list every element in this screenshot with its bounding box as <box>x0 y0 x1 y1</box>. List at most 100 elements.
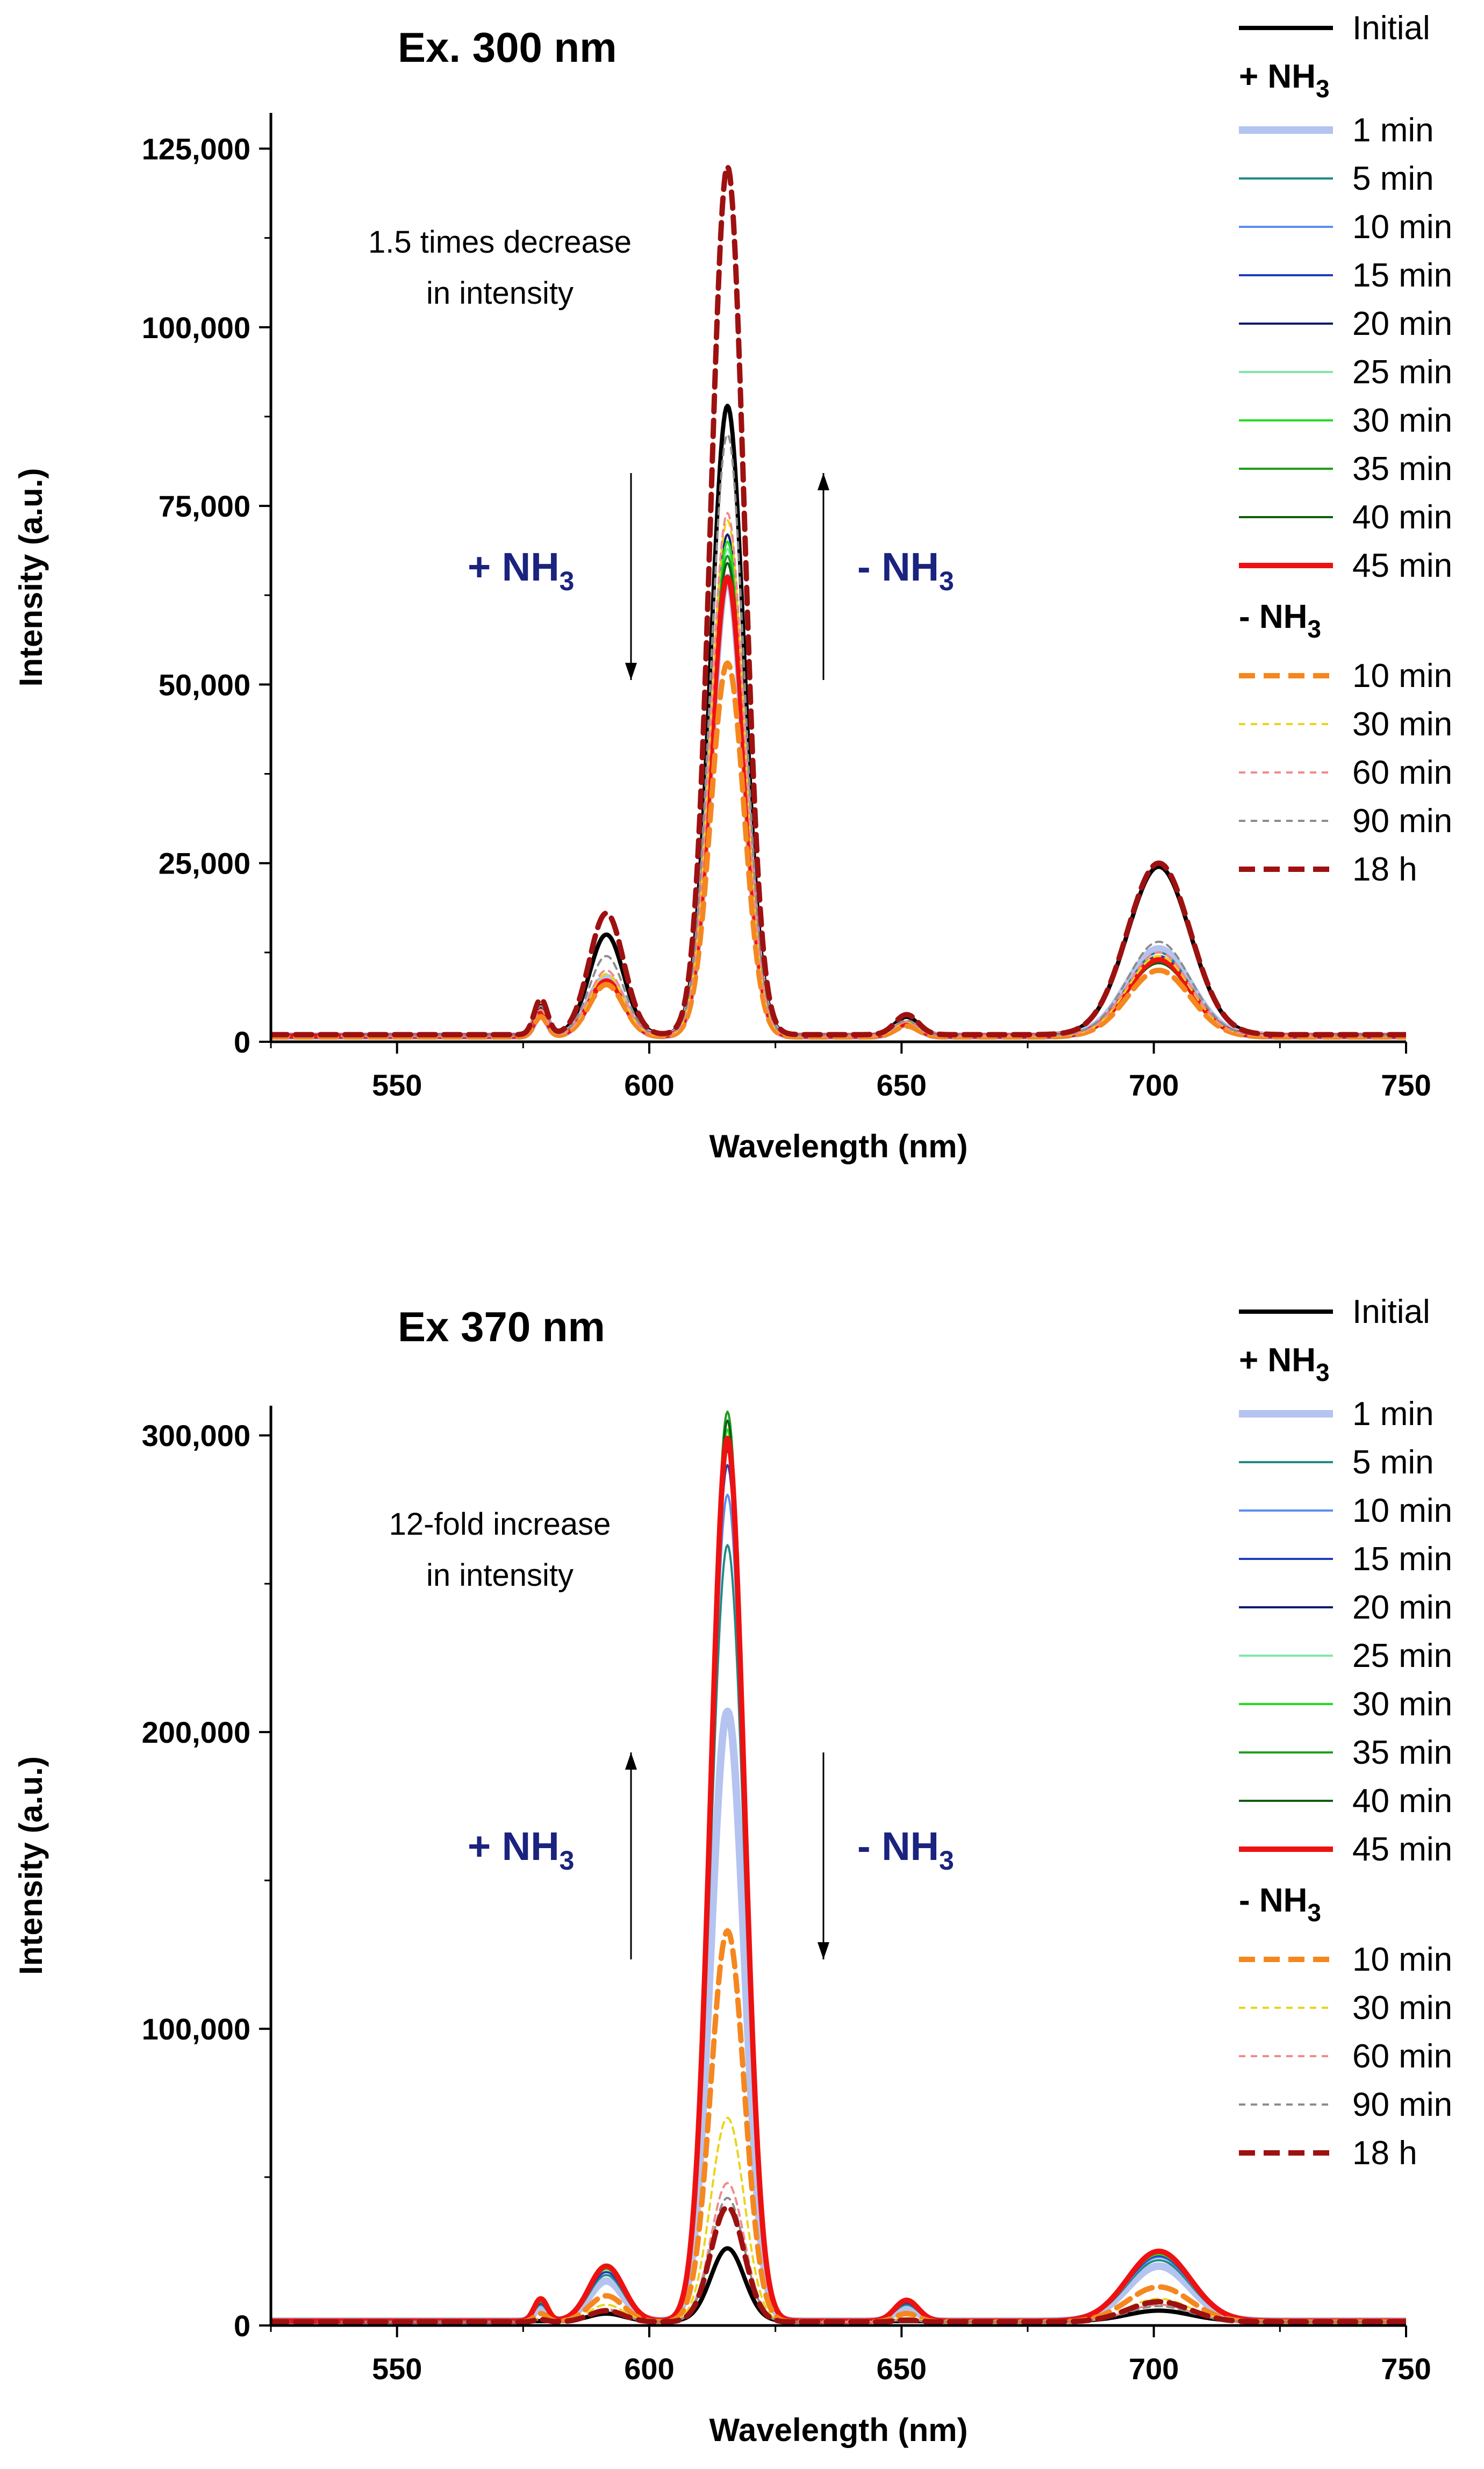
x-tick-label: 600 <box>624 2352 674 2386</box>
legend-label: 20 min <box>1352 1589 1452 1626</box>
y-tick-label: 100,000 <box>142 311 250 345</box>
series-line-minus-12 <box>271 1928 1406 2325</box>
legend-label: 10 min <box>1352 209 1452 246</box>
legend-label: 25 min <box>1352 354 1452 391</box>
legend-label: 40 min <box>1352 1783 1452 1820</box>
annotation-line-2: in intensity <box>426 276 573 311</box>
series-line-plus-3 <box>271 1544 1406 2322</box>
series-line-minus-14 <box>271 2182 1406 2323</box>
series-line-minus-13 <box>271 2116 1406 2323</box>
legend-label: 30 min <box>1352 706 1452 743</box>
series-line-plus-2 <box>271 1707 1406 2325</box>
series-line-plus-5 <box>271 1464 1406 2322</box>
annotation-line-1: 1.5 times decrease <box>368 225 632 260</box>
x-axis-label: Wavelength (nm) <box>709 1128 967 1164</box>
legend-label: 15 min <box>1352 1541 1452 1578</box>
legend-label: 18 h <box>1352 2135 1417 2172</box>
series-line-minus-15 <box>271 2196 1406 2323</box>
series-line-plus-11 <box>271 575 1406 1039</box>
label-plus-nh3: + NH3 <box>468 545 574 596</box>
legend-header-plus: + NH3 <box>1239 58 1330 103</box>
legend-label: 10 min <box>1352 1941 1452 1978</box>
legend-header-plus: + NH3 <box>1239 1342 1330 1386</box>
legend-label: 15 min <box>1352 257 1452 294</box>
legend-label: 30 min <box>1352 402 1452 439</box>
chart-title: Ex. 300 nm <box>398 24 617 71</box>
x-tick-label: 750 <box>1381 1068 1431 1102</box>
legend-label: 90 min <box>1352 803 1452 840</box>
x-tick-label: 750 <box>1381 2352 1431 2386</box>
y-tick-label: 100,000 <box>142 2012 250 2046</box>
series-line-initial-1 <box>271 2246 1406 2323</box>
legend-label: 30 min <box>1352 1686 1452 1723</box>
series-line-plus-4 <box>271 1493 1406 2322</box>
series-line-plus-7 <box>271 547 1406 1037</box>
legend-label: Initial <box>1352 10 1430 47</box>
label-minus-nh3: - NH3 <box>857 545 954 596</box>
x-tick-label: 550 <box>372 2352 422 2386</box>
series-line-plus-8 <box>271 540 1406 1037</box>
y-axis-label: Intensity (a.u.) <box>13 468 49 687</box>
series-line-plus-4 <box>271 555 1406 1037</box>
arrow-minus-nh3-head <box>818 1942 829 1959</box>
series-line-plus-9 <box>271 1411 1406 2322</box>
legend-label: 10 min <box>1352 1492 1452 1529</box>
legend: Initial + NH3 1 min 5 min 10 min 15 min 20 min… <box>1239 1293 1452 2172</box>
x-tick-label: 650 <box>877 1068 927 1102</box>
series-line-plus-6 <box>271 533 1406 1037</box>
legend-label: 1 min <box>1352 1395 1434 1433</box>
arrow-plus-nh3-head <box>625 1752 637 1770</box>
series-line-plus-2 <box>271 574 1406 1040</box>
y-tick-label: 50,000 <box>159 668 250 702</box>
series-line-minus-16 <box>271 2204 1406 2325</box>
series-line-initial-1 <box>271 404 1406 1037</box>
legend-label: 90 min <box>1352 2086 1452 2123</box>
legend-label: 30 min <box>1352 1989 1452 2027</box>
series-line-plus-10 <box>271 1419 1406 2322</box>
y-tick-label: 75,000 <box>159 489 250 523</box>
legend-label: 20 min <box>1352 305 1452 342</box>
x-axis-label: Wavelength (nm) <box>709 2412 967 2448</box>
x-tick-label: 700 <box>1129 1068 1179 1102</box>
legend-label: 5 min <box>1352 1444 1434 1481</box>
x-tick-label: 650 <box>877 2352 927 2386</box>
plot-area <box>271 163 1406 1040</box>
series-line-minus-13 <box>271 519 1406 1037</box>
legend-label: 18 h <box>1352 851 1417 888</box>
legend-header-minus: - NH3 <box>1239 598 1321 643</box>
x-tick-label: 550 <box>372 1068 422 1102</box>
series-line-minus-12 <box>271 660 1406 1040</box>
x-tick-label: 600 <box>624 1068 674 1102</box>
series-line-plus-5 <box>271 540 1406 1037</box>
legend-label: Initial <box>1352 1293 1430 1330</box>
legend-label: 1 min <box>1352 112 1434 149</box>
legend-label: 35 min <box>1352 1734 1452 1771</box>
legend-label: 10 min <box>1352 657 1452 695</box>
label-plus-nh3: + NH3 <box>468 1824 574 1876</box>
series-line-plus-9 <box>271 555 1406 1037</box>
series-line-plus-3 <box>271 562 1406 1037</box>
y-axis-label: Intensity (a.u.) <box>13 1756 49 1975</box>
y-tick-label: 300,000 <box>142 1419 250 1452</box>
chart-panel-2: Ex 370 nm 0 100,000 200,000 300,000 550 600 650… <box>13 1293 1452 2448</box>
legend: Initial + NH3 1 min 5 min 10 min 15 min 20 min… <box>1239 10 1452 888</box>
annotation-line-1: 12-fold increase <box>389 1507 611 1542</box>
arrow-plus-nh3-head <box>625 663 637 680</box>
legend-header-minus: - NH3 <box>1239 1882 1321 1927</box>
y-tick-label: 200,000 <box>142 1715 250 1749</box>
legend-label: 45 min <box>1352 1831 1452 1868</box>
legend-label: 60 min <box>1352 2038 1452 2075</box>
series-line-minus-16 <box>271 163 1406 1037</box>
x-tick-label: 700 <box>1129 2352 1179 2386</box>
y-tick-label: 125,000 <box>142 132 250 166</box>
legend-label: 45 min <box>1352 547 1452 584</box>
chart-panel-1: Ex. 300 nm 0 25,000 50,000 75,000 100,000 125,… <box>13 10 1452 1164</box>
legend-label: 5 min <box>1352 160 1434 197</box>
legend-label: 60 min <box>1352 754 1452 791</box>
series-line-plus-10 <box>271 562 1406 1037</box>
arrow-minus-nh3-head <box>818 473 829 490</box>
series-line-minus-15 <box>271 433 1406 1036</box>
legend-label: 35 min <box>1352 450 1452 488</box>
chart-title: Ex 370 nm <box>398 1303 605 1350</box>
